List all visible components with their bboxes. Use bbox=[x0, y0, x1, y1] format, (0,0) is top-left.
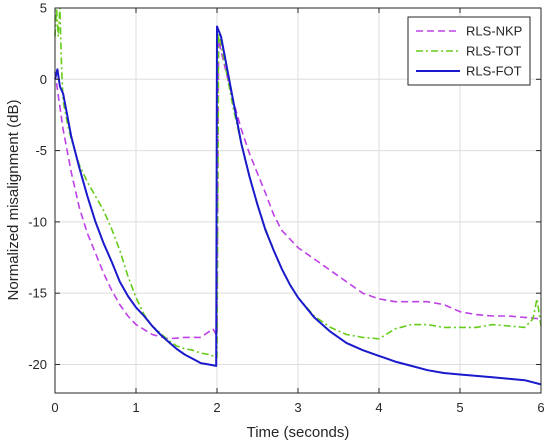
x-tick-label: 4 bbox=[375, 400, 382, 415]
legend-box bbox=[407, 16, 531, 86]
y-tick-label: -15 bbox=[28, 286, 47, 301]
legend-label: RLS-TOT bbox=[466, 44, 521, 59]
y-axis-label: Normalized misalignment (dB) bbox=[5, 100, 22, 301]
legend: RLS-NKP RLS-TOT RLS-FOT bbox=[407, 16, 531, 86]
y-tick-label: -5 bbox=[35, 143, 47, 158]
series-lines bbox=[54, 7, 542, 386]
x-tick-label: 5 bbox=[456, 400, 463, 415]
series-line-rls-nkp bbox=[54, 38, 542, 340]
x-tick-label: 1 bbox=[132, 400, 139, 415]
y-tick-label: -10 bbox=[28, 214, 47, 229]
series-line-rls-fot bbox=[54, 25, 542, 386]
x-tick-label: 6 bbox=[537, 400, 544, 415]
y-tick-label: 5 bbox=[40, 1, 47, 16]
series-line-rls-tot bbox=[54, 7, 542, 359]
y-tick-label: -20 bbox=[28, 357, 47, 372]
x-axis-label: Time (seconds) bbox=[247, 424, 350, 441]
x-tick-label: 0 bbox=[51, 400, 58, 415]
legend-label: RLS-NKP bbox=[466, 24, 522, 39]
x-tick-label: 2 bbox=[213, 400, 220, 415]
axis-ticks: 0 1 2 3 4 5 6 5 0 -5 -10 -15 -20 bbox=[28, 1, 544, 416]
legend-label: RLS-FOT bbox=[466, 64, 522, 79]
y-tick-label: 0 bbox=[40, 72, 47, 87]
x-tick-label: 3 bbox=[294, 400, 301, 415]
